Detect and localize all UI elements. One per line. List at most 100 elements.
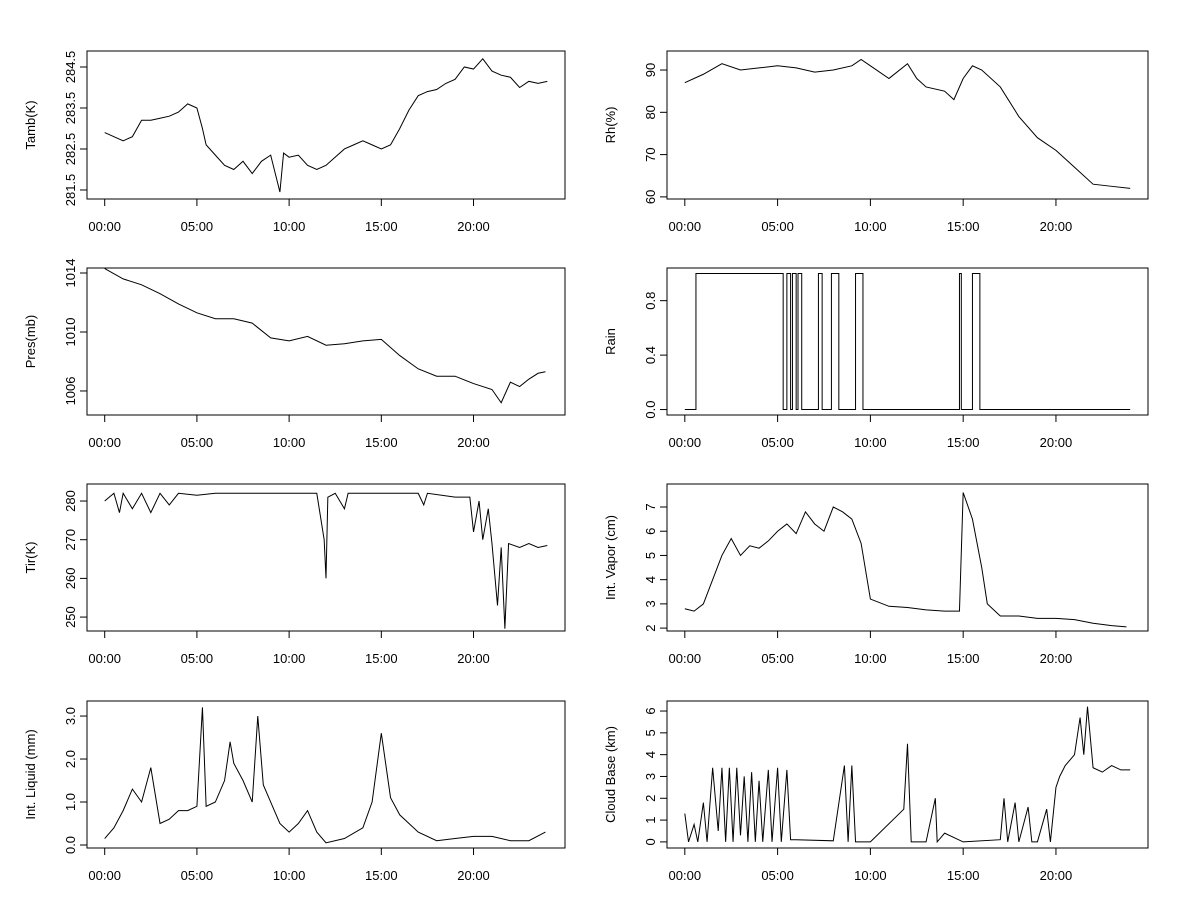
data-line — [684, 492, 1127, 628]
x-tick-label: 05:00 — [761, 651, 794, 666]
x-tick-label: 15:00 — [365, 868, 398, 883]
x-tick-label: 10:00 — [854, 651, 887, 666]
y-axis-label: Cloud Base (km) — [603, 726, 618, 823]
x-tick-label: 10:00 — [854, 868, 887, 883]
x-tick-label: 20:00 — [1040, 651, 1073, 666]
y-tick-label: 270 — [63, 529, 78, 551]
data-line — [104, 491, 548, 629]
x-tick-label: 10:00 — [273, 435, 306, 450]
x-tick-label: 05:00 — [761, 868, 794, 883]
x-tick-label: 10:00 — [273, 868, 306, 883]
data-line — [104, 707, 546, 844]
y-tick-label: 1014 — [63, 259, 78, 288]
y-axis-label: Int. Liquid (mm) — [23, 729, 38, 819]
x-tick-label: 00:00 — [88, 868, 121, 883]
x-tick-label: 15:00 — [365, 651, 398, 666]
y-tick-label: 6 — [643, 707, 658, 714]
x-tick-label: 10:00 — [854, 435, 887, 450]
y-tick-label: 0.0 — [63, 836, 78, 854]
x-tick-label: 15:00 — [947, 651, 980, 666]
plot-frame — [86, 700, 566, 849]
y-tick-label: 3 — [643, 773, 658, 780]
y-tick-label: 5 — [643, 552, 658, 559]
plot-frame — [86, 483, 566, 632]
data-line — [684, 272, 1131, 411]
x-tick-label: 00:00 — [88, 651, 121, 666]
y-tick-label: 80 — [643, 105, 658, 119]
x-tick-label: 00:00 — [669, 868, 702, 883]
x-tick-label: 05:00 — [181, 435, 214, 450]
y-tick-label: 284.5 — [63, 51, 78, 84]
x-tick-label: 10:00 — [273, 219, 306, 234]
x-tick-label: 10:00 — [273, 651, 306, 666]
data-line — [684, 706, 1131, 844]
y-tick-label: 283.5 — [63, 92, 78, 125]
y-tick-label: 281.5 — [63, 174, 78, 207]
x-tick-label: 20:00 — [457, 435, 490, 450]
plot-frame — [86, 267, 566, 416]
x-tick-label: 00:00 — [669, 219, 702, 234]
y-axis-label: Pres(mb) — [23, 315, 38, 368]
data-line — [684, 58, 1131, 189]
y-tick-label: 6 — [643, 528, 658, 535]
y-axis-label: Rh(%) — [603, 107, 618, 144]
y-tick-label: 250 — [63, 606, 78, 628]
x-tick-label: 20:00 — [457, 868, 490, 883]
y-tick-label: 0.0 — [643, 401, 658, 419]
y-axis-label: Rain — [603, 328, 618, 355]
x-tick-label: 00:00 — [669, 651, 702, 666]
plot-frame — [666, 483, 1149, 632]
x-tick-label: 15:00 — [947, 219, 980, 234]
y-tick-label: 2 — [643, 795, 658, 802]
x-tick-label: 20:00 — [1040, 435, 1073, 450]
y-axis-label: Int. Vapor (cm) — [603, 515, 618, 600]
data-line — [104, 268, 546, 404]
x-tick-label: 05:00 — [181, 651, 214, 666]
y-axis-label: Tir(K) — [23, 541, 38, 573]
x-tick-label: 05:00 — [181, 219, 214, 234]
y-tick-label: 70 — [643, 147, 658, 161]
x-tick-label: 05:00 — [761, 219, 794, 234]
x-tick-label: 15:00 — [947, 435, 980, 450]
y-tick-label: 1 — [643, 816, 658, 823]
y-tick-label: 0.8 — [643, 292, 658, 310]
x-tick-label: 00:00 — [88, 219, 121, 234]
y-axis-label: Tamb(K) — [23, 100, 38, 149]
x-tick-label: 00:00 — [88, 435, 121, 450]
x-tick-label: 20:00 — [457, 219, 490, 234]
x-tick-label: 00:00 — [669, 435, 702, 450]
x-tick-label: 05:00 — [761, 435, 794, 450]
x-tick-label: 20:00 — [457, 651, 490, 666]
x-tick-label: 15:00 — [365, 219, 398, 234]
x-tick-label: 20:00 — [1040, 868, 1073, 883]
y-tick-label: 1.0 — [63, 793, 78, 811]
x-tick-label: 05:00 — [181, 868, 214, 883]
data-line — [104, 58, 548, 193]
plot-frame — [666, 700, 1149, 849]
plot-frame — [666, 267, 1149, 416]
y-tick-label: 2.0 — [63, 750, 78, 768]
y-tick-label: 3 — [643, 600, 658, 607]
y-tick-label: 282.5 — [63, 133, 78, 166]
x-tick-label: 10:00 — [854, 219, 887, 234]
y-tick-label: 280 — [63, 490, 78, 512]
y-tick-label: 0.4 — [643, 346, 658, 364]
plot-frame — [86, 50, 566, 200]
x-tick-label: 20:00 — [1040, 219, 1073, 234]
y-tick-label: 60 — [643, 190, 658, 204]
y-tick-label: 3.0 — [63, 707, 78, 725]
plot-frame — [666, 50, 1149, 200]
y-tick-label: 0 — [643, 838, 658, 845]
y-tick-label: 1006 — [63, 377, 78, 406]
x-tick-label: 15:00 — [365, 435, 398, 450]
y-tick-label: 90 — [643, 63, 658, 77]
x-tick-label: 15:00 — [947, 868, 980, 883]
y-tick-label: 4 — [643, 751, 658, 758]
y-tick-label: 7 — [643, 503, 658, 510]
y-tick-label: 260 — [63, 568, 78, 590]
y-tick-label: 2 — [643, 624, 658, 631]
y-tick-label: 1010 — [63, 318, 78, 347]
y-tick-label: 4 — [643, 576, 658, 583]
